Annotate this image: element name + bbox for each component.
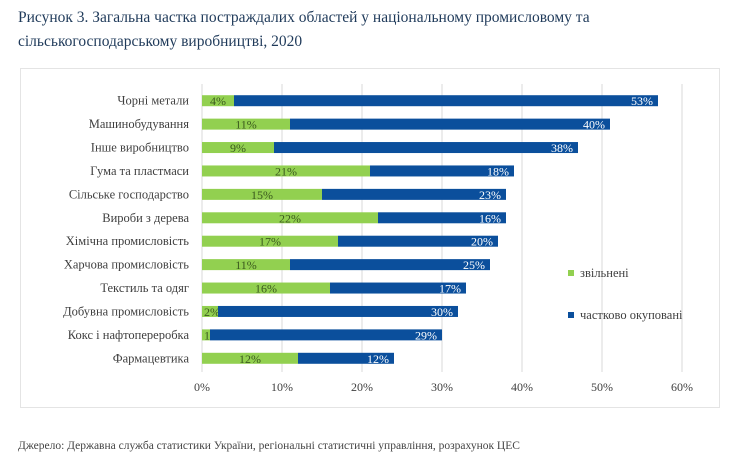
x-tick-label: 50%	[591, 380, 613, 394]
category-label: Фармацевтика	[113, 351, 190, 365]
category-label: Машинобудування	[89, 117, 190, 131]
data-label: 11%	[235, 258, 257, 272]
chart-title: Рисунок 3. Загальна частка постраждалих …	[18, 9, 590, 50]
data-label: 9%	[230, 141, 246, 155]
bar-liberated	[202, 95, 234, 107]
bar-liberated	[202, 259, 290, 271]
bar-liberated	[202, 142, 274, 154]
category-label: Гума та пластмаси	[90, 164, 189, 178]
category-label: Хімічна промисловість	[66, 234, 190, 248]
x-tick-label: 30%	[431, 380, 453, 394]
data-label: 40%	[583, 118, 605, 132]
category-label: Харчова промисловість	[64, 258, 189, 272]
data-label: 16%	[255, 282, 277, 296]
data-label: 29%	[415, 328, 437, 342]
category-label: Добувна промисловість	[63, 304, 189, 318]
data-label: 12%	[367, 352, 389, 366]
source-note: Джерело: Державна служба статистики Укра…	[18, 440, 520, 452]
category-label: Текстиль та одяг	[100, 281, 189, 295]
bar-partially-occupied	[290, 118, 610, 130]
data-label: 11%	[235, 118, 257, 132]
x-tick-label: 0%	[194, 380, 210, 394]
data-label: 17%	[259, 235, 281, 249]
x-tick-label: 60%	[671, 380, 693, 394]
bar-liberated	[202, 352, 298, 364]
bar-liberated	[202, 118, 290, 130]
chart-frame	[20, 68, 720, 408]
data-label: 23%	[479, 188, 501, 202]
data-label: 21%	[275, 164, 297, 178]
x-tick-label: 40%	[511, 380, 533, 394]
category-label: Інше виробництво	[91, 141, 189, 155]
bar-partially-occupied	[210, 329, 442, 341]
x-tick-label: 10%	[271, 380, 293, 394]
data-label: 53%	[631, 94, 653, 108]
data-label: 12%	[239, 352, 261, 366]
legend-label: частково окуповані	[580, 308, 683, 322]
category-label: Сільське господарство	[69, 187, 189, 201]
bar-liberated	[202, 235, 338, 247]
legend-label: звільнені	[580, 266, 629, 280]
bar-liberated	[202, 212, 378, 224]
data-label: 20%	[471, 235, 493, 249]
category-label: Чорні метали	[117, 94, 189, 108]
data-label: 15%	[251, 188, 273, 202]
bar-partially-occupied	[298, 352, 394, 364]
x-tick-label: 20%	[351, 380, 373, 394]
bar-liberated	[202, 282, 330, 294]
bar-liberated	[202, 305, 218, 317]
data-label: 30%	[431, 305, 453, 319]
bar-liberated	[202, 188, 322, 200]
data-label: 16%	[479, 211, 501, 225]
data-label: 2%	[204, 305, 220, 319]
data-label: 18%	[487, 164, 509, 178]
bar-liberated	[202, 329, 210, 341]
data-label: 17%	[439, 282, 461, 296]
data-label: 4%	[210, 94, 226, 108]
data-label: 25%	[463, 258, 485, 272]
bar-liberated	[202, 165, 370, 177]
category-label: Вироби з дерева	[102, 211, 189, 225]
bar-partially-occupied	[378, 212, 506, 224]
bar-partially-occupied	[330, 282, 466, 294]
bar-partially-occupied	[370, 165, 514, 177]
bar-partially-occupied	[274, 142, 578, 154]
bar-partially-occupied	[218, 305, 458, 317]
bar-partially-occupied	[322, 188, 506, 200]
bar-partially-occupied	[234, 95, 658, 107]
legend-swatch	[568, 312, 574, 318]
category-label: Кокс і нафтопереробка	[68, 328, 190, 342]
bar-partially-occupied	[338, 235, 498, 247]
data-label: 38%	[551, 141, 573, 155]
bar-partially-occupied	[290, 259, 490, 271]
legend-swatch	[568, 270, 574, 276]
data-label: 22%	[279, 211, 301, 225]
